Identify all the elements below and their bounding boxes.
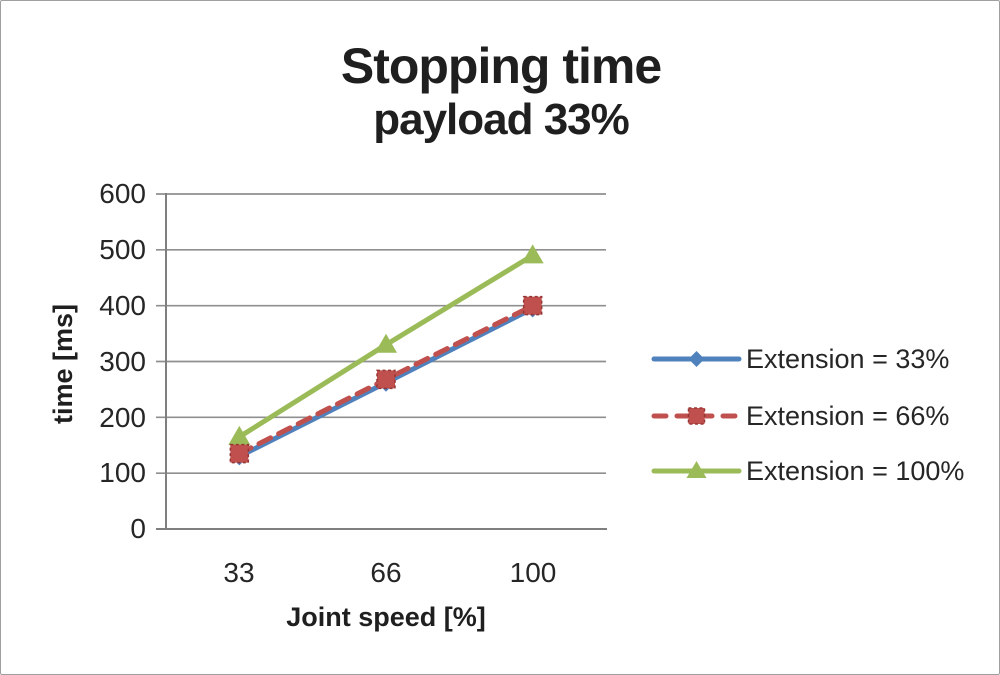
y-tick-400: 400	[99, 290, 146, 321]
x-tick-100: 100	[509, 557, 557, 588]
chart-subtitle: payload 33%	[373, 95, 630, 144]
y-axis-title: time [ms]	[48, 303, 78, 425]
marker-triangle	[228, 425, 251, 445]
y-tick-500: 500	[99, 234, 146, 265]
x-tick-66: 66	[370, 557, 402, 588]
y-tick-200: 200	[99, 402, 146, 433]
marker-triangle	[686, 461, 707, 478]
marker-square	[687, 407, 706, 425]
y-tick-300: 300	[99, 346, 146, 377]
legend-label-extension-33: Extension = 33%	[746, 344, 950, 374]
marker-square	[376, 369, 396, 390]
x-axis-title: Joint speed [%]	[286, 602, 486, 632]
y-tick-100: 100	[99, 457, 146, 488]
legend-label-extension-100: Extension = 100%	[746, 456, 965, 486]
marker-diamond	[688, 351, 705, 367]
y-tick-600: 600	[99, 178, 146, 209]
marker-square	[229, 443, 250, 464]
chart-title-block: Stopping time payload 33%	[1, 38, 999, 145]
y-tick-0: 0	[130, 513, 146, 544]
marker-triangle	[521, 244, 544, 264]
x-tick-33: 33	[223, 557, 255, 588]
legend-label-extension-66: Extension = 66%	[746, 401, 950, 431]
chart-title: Stopping time	[340, 38, 662, 94]
marker-triangle	[375, 333, 397, 353]
marker-square	[522, 295, 543, 316]
